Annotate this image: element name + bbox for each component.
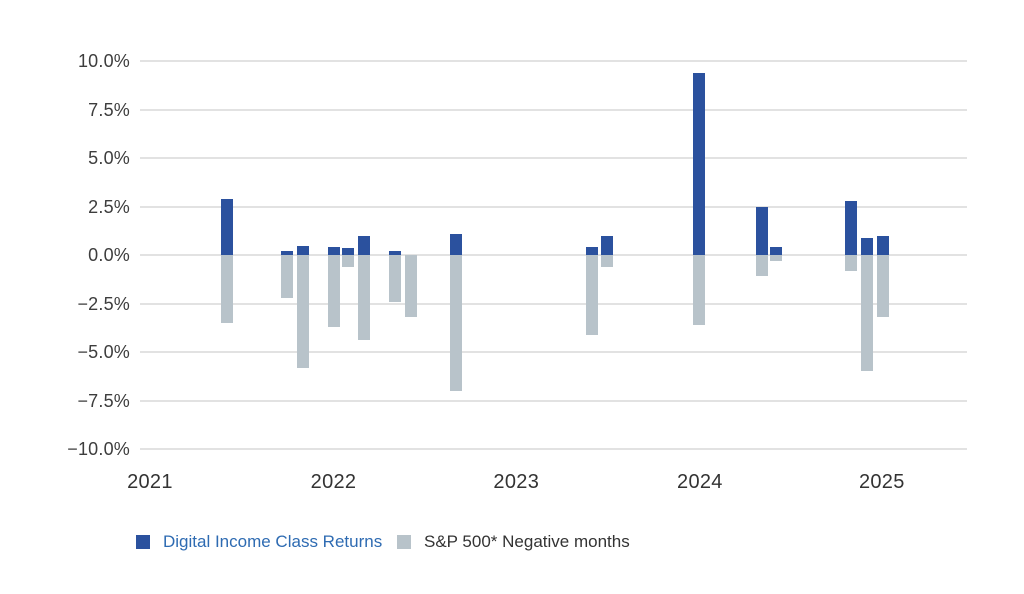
returns-bar [601,235,614,255]
sp500-bar [586,255,599,335]
y-tick-label: −10.0% [67,439,130,459]
x-tick-label: 2022 [310,471,357,493]
y-tick-label: −2.5% [77,293,130,314]
x-axis-labels: 2021 2022 2023 2024 2025 [127,469,967,497]
sp500-bar [281,255,294,298]
returns-bar [388,251,401,255]
returns-bar [296,246,309,255]
y-tick-label: 0.0% [88,245,130,265]
sp500-bar [328,255,341,327]
returns-bar [860,237,873,255]
legend: Digital Income Class Returns S&P 500* Ne… [0,530,1024,558]
gridline [140,254,967,256]
y-tick-label: −5.0% [77,342,130,362]
returns-bar [586,247,599,255]
gridline [140,205,967,208]
returns-bar [342,248,355,255]
x-tick-label: 2023 [493,471,540,493]
gridline [140,157,967,159]
sp500-bar [755,255,768,277]
sp500-bar [342,255,355,267]
sp500-bar [601,255,614,267]
legend-item-returns: Digital Income Class Returns [136,530,382,554]
returns-legend-label: Digital Income Class Returns [163,532,383,551]
returns-bar [755,206,768,255]
returns-bar [769,247,782,255]
gridline [140,448,967,450]
y-tick-label: 7.5% [88,99,130,120]
returns-bar [281,251,294,255]
sp500-bar [845,255,858,271]
sp500-swatch-icon [397,535,411,549]
gridline [140,60,967,62]
returns-bar [693,72,706,255]
x-tick-label: 2024 [677,471,723,493]
sp500-bar [405,255,418,318]
returns-bar [328,247,341,255]
y-tick-label: 10.0% [77,51,130,71]
returns-bar [220,198,233,255]
x-tick-label: 2021 [127,471,173,493]
gridline [140,399,967,402]
plot-area [140,60,967,450]
x-tick-label: 2025 [858,471,905,493]
sp500-bar [388,255,401,302]
sp500-bar [220,255,233,323]
returns-bar [877,235,890,255]
sp500-legend-label: S&P 500* Negative months [424,532,630,551]
returns-bar [358,235,371,255]
sp500-bar [358,255,371,341]
sp500-bar [693,255,706,325]
sp500-bar [877,255,890,318]
y-tick-label: 2.5% [88,196,130,217]
returns-bar [845,200,858,255]
sp500-bar [449,255,462,391]
returns-bar [449,233,462,255]
returns-swatch-icon [136,535,150,549]
gridline [140,302,967,305]
sp500-bar [769,255,782,261]
y-tick-label: 5.0% [88,148,130,168]
gridline [140,108,967,111]
gridline [140,351,967,353]
sp500-bar [860,255,873,372]
y-axis-labels: 10.0% 7.5% 5.0% 2.5% 0.0% −2.5% −5.0% −7.5% −10.… [0,51,130,459]
y-tick-label: −7.5% [77,390,130,411]
sp500-bar [296,255,309,368]
legend-item-sp500: S&P 500* Negative months [397,530,630,554]
